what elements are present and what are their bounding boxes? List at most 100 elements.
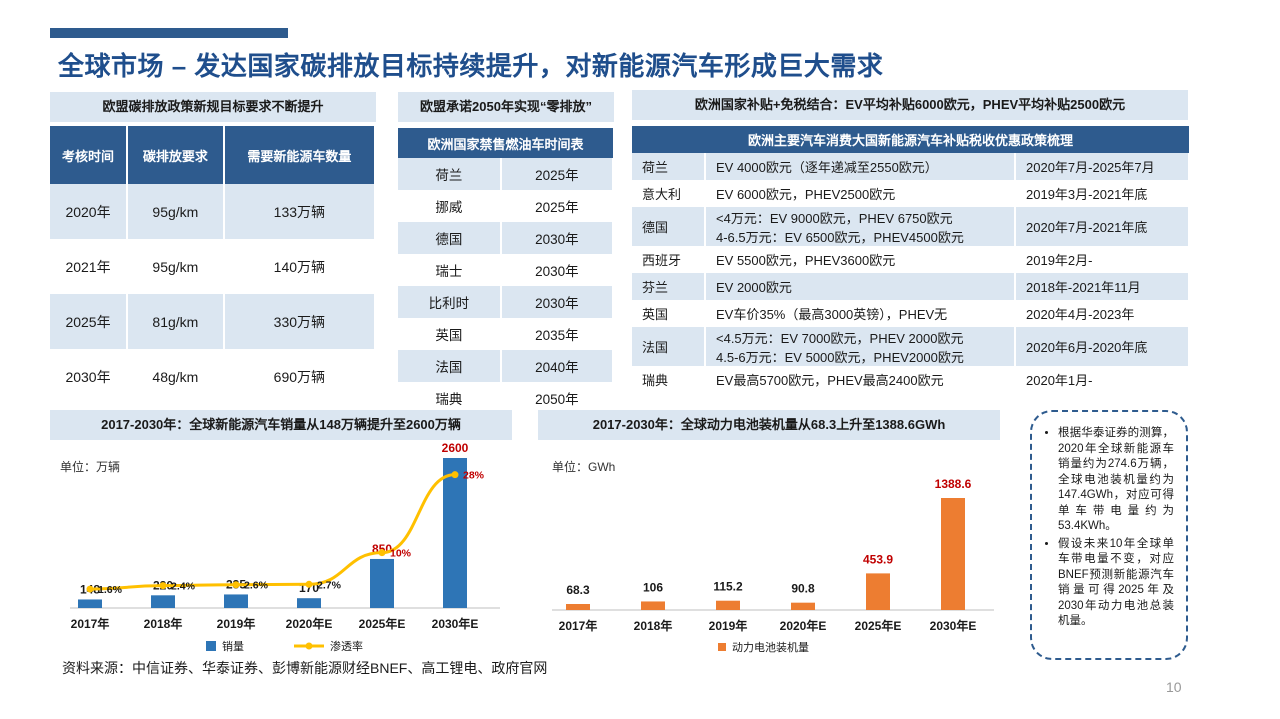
table-row: 2020年 95g/km 133万辆 xyxy=(50,184,377,239)
policy-cell: <4.5万元：EV 7000欧元，PHEV 2000欧元 4.5-6万元：EV … xyxy=(705,327,1016,366)
sales-bar xyxy=(370,558,394,608)
sales-bar xyxy=(443,458,467,608)
table-row: 芬兰 EV 2000欧元 2018年-2021年11月 xyxy=(632,273,1190,300)
legend-sales-label: 销量 xyxy=(222,639,244,653)
battery-value-label: 1388.6 xyxy=(935,477,972,491)
ev-sales-chart: 1482017年2202018年2352019年1702020年E8502025… xyxy=(70,442,500,653)
country-cell: 法国 xyxy=(398,350,502,382)
battery-value-label: 453.9 xyxy=(863,552,893,566)
year-cell: 2030年 xyxy=(500,286,615,318)
table-row: 瑞士 2030年 xyxy=(398,254,615,286)
country-cell: 比利时 xyxy=(398,286,502,318)
table-subheading: 欧洲主要汽车消费大国新能源汽车补贴税收优惠政策梳理 xyxy=(632,126,1189,153)
column-header: 考核时间 xyxy=(50,126,129,184)
sales-bar xyxy=(151,595,175,608)
period-cell: 2019年3月-2021年底 xyxy=(1015,180,1190,207)
country-cell: 英国 xyxy=(398,318,502,350)
table-cell: 81g/km xyxy=(127,294,225,349)
penetration-point xyxy=(159,582,167,590)
table-cell: 95g/km xyxy=(127,239,225,294)
period-cell: 2019年2月- xyxy=(1015,246,1190,273)
table-row: 瑞典 2050年 xyxy=(398,382,615,414)
country-cell: 德国 xyxy=(398,222,502,254)
table-cell: 2020年 xyxy=(50,184,129,239)
source-note: 资料来源：中信证券、华泰证券、彭博新能源财经BNEF、高工锂电、政府官网 xyxy=(62,660,548,676)
page-number: 10 xyxy=(1166,679,1182,695)
table-row: 法国 <4.5万元：EV 7000欧元，PHEV 2000欧元 4.5-6万元：… xyxy=(632,327,1190,366)
penetration-value-label: 1.6% xyxy=(98,584,123,596)
eu-emission-table: 考核时间 碳排放要求 需要新能源车数量 2020年 95g/km 133万辆 2… xyxy=(50,126,377,404)
table-row: 比利时 2030年 xyxy=(398,286,615,318)
penetration-value-label: 2.7% xyxy=(317,579,342,591)
table-row: 2025年 81g/km 330万辆 xyxy=(50,294,377,349)
x-tick-label: 2018年 xyxy=(634,618,673,633)
x-tick-label: 2017年 xyxy=(71,616,110,631)
table-cell: 2030年 xyxy=(50,349,129,404)
ev-sales-chart-heading: 2017-2030年：全球新能源汽车销量从148万辆提升至2600万辆 xyxy=(50,410,512,440)
table-row: 荷兰 EV 4000欧元（逐年递减至2550欧元） 2020年7月-2025年7… xyxy=(632,153,1190,180)
table-row: 西班牙 EV 5500欧元，PHEV3600欧元 2019年2月- xyxy=(632,246,1190,273)
table-row: 英国 EV车价35%（最高3000英镑），PHEV无 2020年4月-2023年 xyxy=(632,300,1190,327)
legend-sales-swatch xyxy=(206,641,216,651)
policy-line: 4.5-6万元：EV 5000欧元，PHEV2000欧元 xyxy=(716,349,964,365)
battery-bar xyxy=(716,600,740,610)
battery-chart: 68.3 2017年 106 2018年 115.2 2019年 90.8 2020年E 453… xyxy=(552,477,994,654)
x-tick-label: 2020年E xyxy=(286,616,333,631)
country-cell: 意大利 xyxy=(632,180,706,207)
battery-chart-heading: 2017-2030年：全球动力电池装机量从68.3上升至1388.6GWh xyxy=(538,410,1000,440)
year-cell: 2030年 xyxy=(500,222,615,254)
period-cell: 2020年7月-2025年7月 xyxy=(1015,153,1190,180)
battery-bar xyxy=(641,601,665,610)
table-row: 2021年 95g/km 140万辆 xyxy=(50,239,377,294)
sales-bar xyxy=(224,594,248,608)
country-cell: 瑞典 xyxy=(398,382,502,414)
penetration-value-label: 28% xyxy=(463,470,485,482)
year-cell: 2050年 xyxy=(500,382,615,414)
penetration-point xyxy=(378,549,386,557)
penetration-value-label: 10% xyxy=(390,548,412,560)
battery-value-label: 68.3 xyxy=(566,583,590,597)
battery-bar xyxy=(791,602,815,610)
table-cell: 133万辆 xyxy=(223,184,377,239)
year-cell: 2025年 xyxy=(500,158,615,190)
policy-line: EV车价35%（最高3000英镑），PHEV无 xyxy=(716,307,948,322)
x-tick-label: 2017年 xyxy=(559,618,598,633)
sales-bar xyxy=(78,599,102,608)
ev-sales-unit: 单位：万辆 xyxy=(60,460,121,474)
x-tick-label: 2019年 xyxy=(709,618,748,633)
subsidy-table: 欧洲主要汽车消费大国新能源汽车补贴税收优惠政策梳理 荷兰 EV 4000欧元（逐… xyxy=(632,126,1190,393)
policy-line: EV 5500欧元，PHEV3600欧元 xyxy=(716,253,896,268)
table-cell: 330万辆 xyxy=(223,294,377,349)
country-cell: 瑞典 xyxy=(632,366,706,393)
battery-value-label: 90.8 xyxy=(791,582,815,596)
period-cell: 2020年6月-2020年底 xyxy=(1015,327,1190,366)
table-row: 法国 2040年 xyxy=(398,350,615,382)
title-accent-bar xyxy=(50,28,288,38)
battery-bar xyxy=(941,498,965,610)
legend-battery-label: 动力电池装机量 xyxy=(732,640,809,654)
country-cell: 挪威 xyxy=(398,190,502,222)
table-row: 德国 <4万元：EV 9000欧元，PHEV 6750欧元 4-6.5万元：EV… xyxy=(632,207,1190,246)
policy-cell: <4万元：EV 9000欧元，PHEV 6750欧元 4-6.5万元：EV 65… xyxy=(705,207,1016,246)
policy-cell: EV 6000欧元，PHEV2500欧元 xyxy=(705,180,1016,207)
penetration-point xyxy=(86,585,94,593)
table-row: 德国 2030年 xyxy=(398,222,615,254)
country-cell: 英国 xyxy=(632,300,706,327)
x-tick-label: 2030年E xyxy=(930,618,977,633)
table-cell: 2021年 xyxy=(50,239,129,294)
note-item: 假设未来10年全球单车带电量不变，对应BNEF预测新能源汽车销量可得2025年及… xyxy=(1058,537,1174,630)
country-cell: 瑞士 xyxy=(398,254,502,286)
table-cell: 690万辆 xyxy=(223,349,377,404)
battery-bar xyxy=(566,604,590,610)
x-tick-label: 2020年E xyxy=(780,618,827,633)
country-cell: 德国 xyxy=(632,207,706,246)
policy-cell: EV 2000欧元 xyxy=(705,273,1016,300)
penetration-value-label: 2.4% xyxy=(171,581,196,593)
penetration-point xyxy=(305,580,313,588)
period-cell: 2020年1月- xyxy=(1015,366,1190,393)
penetration-point xyxy=(232,581,240,589)
column-header: 需要新能源车数量 xyxy=(223,126,377,184)
policy-cell: EV 4000欧元（逐年递减至2550欧元） xyxy=(705,153,1016,180)
x-tick-label: 2019年 xyxy=(217,616,256,631)
table-row: 瑞典 EV最高5700欧元，PHEV最高2400欧元 2020年1月- xyxy=(632,366,1190,393)
